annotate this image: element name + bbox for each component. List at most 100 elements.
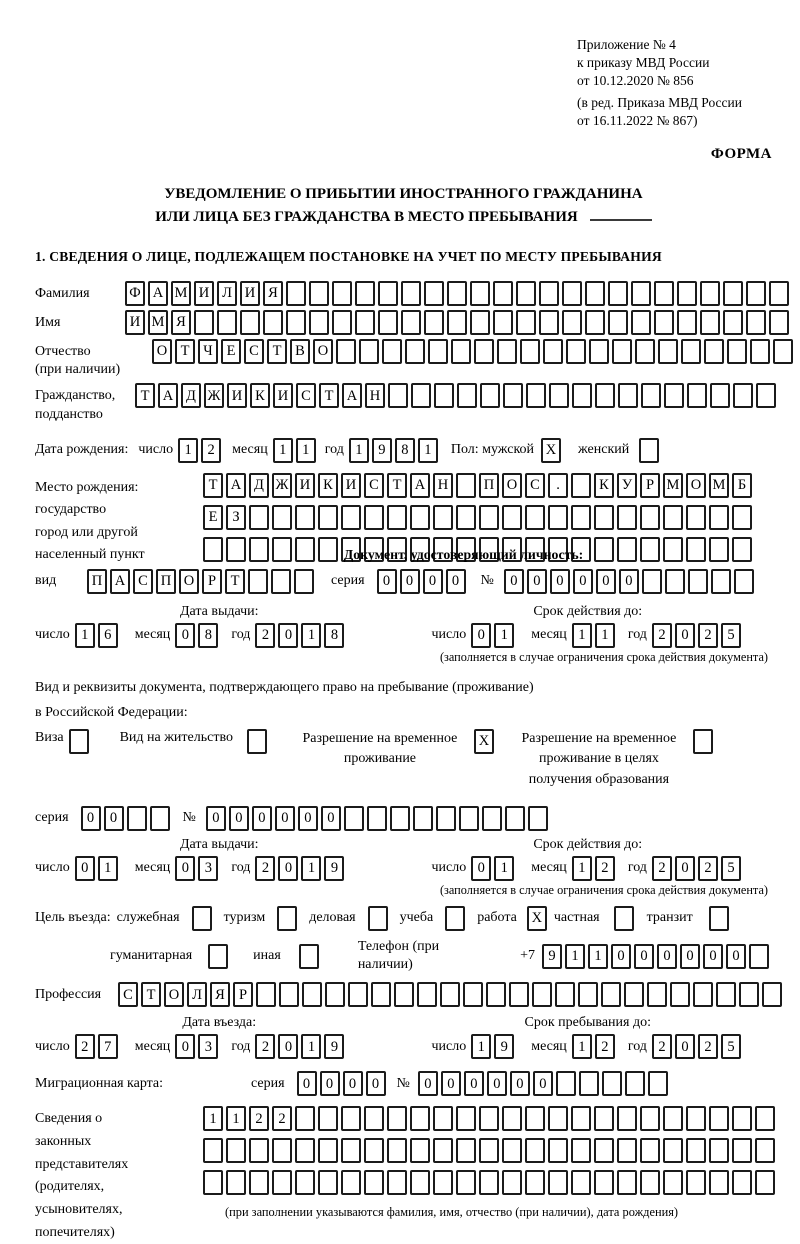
char-cell[interactable]: М	[709, 472, 729, 498]
char-cell[interactable]	[389, 806, 410, 832]
char-cell[interactable]	[681, 339, 701, 365]
char-cell[interactable]	[348, 982, 368, 1008]
char-cell[interactable]	[509, 982, 529, 1008]
char-cell[interactable]: 5	[720, 622, 741, 648]
char-cell[interactable]	[525, 536, 545, 562]
char-cell[interactable]: 0	[296, 1071, 317, 1097]
char-cell[interactable]	[502, 1138, 522, 1164]
char-cell[interactable]	[566, 339, 586, 365]
char-cell[interactable]	[663, 504, 683, 530]
char-cell[interactable]	[451, 339, 471, 365]
char-cell[interactable]: 1	[471, 1034, 492, 1060]
char-cell[interactable]: А	[226, 472, 246, 498]
char-cell[interactable]: О	[502, 472, 522, 498]
char-cell[interactable]	[217, 310, 237, 336]
char-cell[interactable]	[687, 568, 708, 594]
char-cell[interactable]: А	[410, 472, 430, 498]
char-cell[interactable]: Д	[181, 383, 201, 409]
char-cell[interactable]	[263, 310, 283, 336]
char-cell[interactable]: 1	[588, 943, 608, 969]
char-cell[interactable]	[578, 982, 598, 1008]
char-cell[interactable]: 0	[703, 943, 723, 969]
char-cell[interactable]: Т	[203, 472, 223, 498]
char-cell[interactable]	[249, 536, 269, 562]
char-cell[interactable]	[525, 1106, 545, 1132]
char-cell[interactable]	[525, 1138, 545, 1164]
char-cell[interactable]: З	[226, 504, 246, 530]
char-cell[interactable]: К	[318, 472, 338, 498]
char-cell[interactable]	[525, 1170, 545, 1196]
char-cell[interactable]: 1	[295, 437, 316, 463]
char-cell[interactable]	[732, 1170, 752, 1196]
char-cell[interactable]: 0	[471, 856, 492, 882]
char-cell[interactable]: 0	[319, 1071, 340, 1097]
char-cell[interactable]	[617, 536, 637, 562]
char-cell[interactable]	[387, 504, 407, 530]
checkbox-work[interactable]: X	[526, 906, 547, 932]
char-cell[interactable]	[410, 1138, 430, 1164]
char-cell[interactable]	[594, 1170, 614, 1196]
char-cell[interactable]	[502, 1170, 522, 1196]
char-cell[interactable]	[149, 806, 170, 832]
char-cell[interactable]	[479, 1138, 499, 1164]
char-cell[interactable]	[387, 536, 407, 562]
char-cell[interactable]	[456, 1170, 476, 1196]
char-cell[interactable]	[686, 1106, 706, 1132]
char-cell[interactable]	[640, 504, 660, 530]
char-cell[interactable]	[378, 281, 398, 307]
checkbox-male[interactable]: X	[541, 437, 562, 463]
char-cell[interactable]	[410, 1170, 430, 1196]
char-cell[interactable]	[686, 1170, 706, 1196]
char-cell[interactable]: 0	[509, 1071, 530, 1097]
char-cell[interactable]	[424, 310, 444, 336]
char-cell[interactable]: 2	[255, 1034, 276, 1060]
char-cell[interactable]: 9	[494, 1034, 515, 1060]
char-cell[interactable]	[700, 281, 720, 307]
char-cell[interactable]	[543, 339, 563, 365]
char-cell[interactable]	[555, 1071, 576, 1097]
char-cell[interactable]: 0	[471, 622, 492, 648]
char-cell[interactable]	[456, 504, 476, 530]
char-cell[interactable]	[755, 1170, 775, 1196]
char-cell[interactable]: К	[594, 472, 614, 498]
char-cell[interactable]: 9	[371, 437, 392, 463]
char-cell[interactable]: А	[110, 568, 130, 594]
char-cell[interactable]	[378, 310, 398, 336]
char-cell[interactable]	[641, 568, 662, 594]
char-cell[interactable]	[539, 281, 559, 307]
char-cell[interactable]: С	[118, 982, 138, 1008]
char-cell[interactable]	[286, 310, 306, 336]
char-cell[interactable]: М	[148, 310, 168, 336]
char-cell[interactable]: .	[548, 472, 568, 498]
char-cell[interactable]	[502, 1106, 522, 1132]
char-cell[interactable]	[343, 806, 364, 832]
char-cell[interactable]	[295, 1170, 315, 1196]
char-cell[interactable]: О	[152, 339, 172, 365]
char-cell[interactable]	[456, 1106, 476, 1132]
char-cell[interactable]	[572, 383, 592, 409]
char-cell[interactable]: 2	[255, 856, 276, 882]
char-cell[interactable]	[617, 1170, 637, 1196]
char-cell[interactable]: С	[296, 383, 316, 409]
char-cell[interactable]	[433, 1170, 453, 1196]
char-cell[interactable]	[440, 982, 460, 1008]
char-cell[interactable]	[571, 536, 591, 562]
char-cell[interactable]: 2	[651, 622, 672, 648]
char-cell[interactable]: А	[158, 383, 178, 409]
char-cell[interactable]: 0	[463, 1071, 484, 1097]
char-cell[interactable]	[750, 339, 770, 365]
char-cell[interactable]	[571, 1106, 591, 1132]
char-cell[interactable]	[562, 310, 582, 336]
char-cell[interactable]	[769, 310, 789, 336]
char-cell[interactable]	[463, 982, 483, 1008]
char-cell[interactable]: Т	[135, 383, 155, 409]
char-cell[interactable]: 7	[97, 1034, 118, 1060]
char-cell[interactable]	[479, 504, 499, 530]
checkbox-tourism[interactable]	[277, 906, 298, 932]
char-cell[interactable]	[601, 982, 621, 1008]
char-cell[interactable]: 0	[274, 806, 295, 832]
char-cell[interactable]	[571, 1170, 591, 1196]
char-cell[interactable]	[447, 310, 467, 336]
checkbox-rvp-education[interactable]	[692, 729, 713, 755]
char-cell[interactable]: 6	[97, 622, 118, 648]
